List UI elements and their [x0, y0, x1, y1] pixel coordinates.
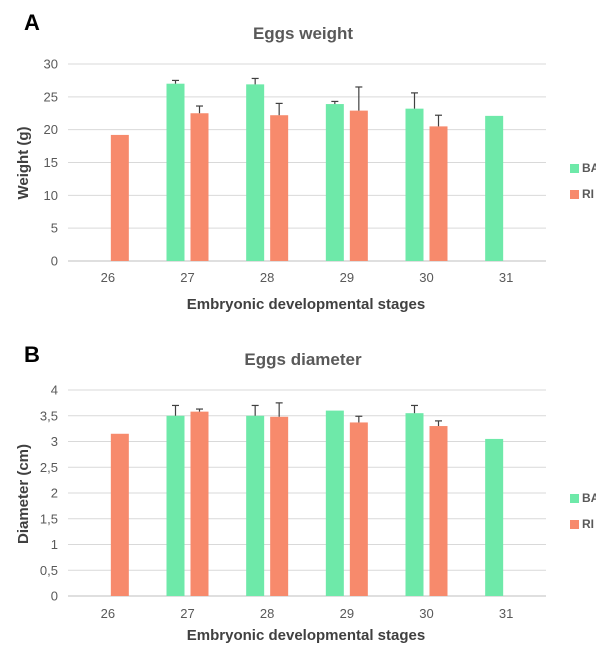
y-tick-label: 20 — [44, 122, 58, 137]
x-tick-label: 27 — [180, 270, 194, 285]
bar-ri — [349, 110, 368, 261]
bar-ri — [349, 422, 368, 596]
y-tick-label: 3 — [51, 434, 58, 449]
x-tick-label: 30 — [419, 270, 433, 285]
chart-panel-b: B Eggs diameter Diameter (cm) Embryonic … — [15, 342, 596, 644]
y-tick-label: 0,5 — [40, 563, 58, 578]
bars — [110, 402, 504, 596]
legend-label: BA — [582, 491, 596, 505]
x-tick-label: 28 — [260, 270, 274, 285]
y-tick-label: 3,5 — [40, 408, 58, 423]
x-axis-label: Embryonic developmental stages — [187, 627, 425, 644]
bar-ba — [405, 413, 424, 596]
y-tick-label: 25 — [44, 89, 58, 104]
bar-ba — [166, 415, 185, 596]
bar-ri — [110, 433, 129, 596]
bar-ri — [270, 416, 289, 596]
bar-ba — [325, 410, 344, 596]
y-axis-label: Diameter (cm) — [15, 444, 32, 544]
y-tick-label: 4 — [51, 383, 58, 398]
bar-ba — [166, 83, 185, 261]
bar-ri — [429, 426, 448, 596]
x-tick-label: 29 — [340, 270, 354, 285]
panel-letter: B — [24, 342, 40, 367]
legend-swatch — [570, 520, 579, 529]
legend: BA RI — [570, 491, 596, 531]
y-tick-label: 2,5 — [40, 460, 58, 475]
legend-label: BA — [582, 161, 596, 175]
legend-label: RI — [582, 187, 594, 201]
y-tick-label: 15 — [44, 155, 58, 170]
x-tick-label: 31 — [499, 270, 513, 285]
bars — [110, 77, 504, 262]
bar-ri — [190, 113, 209, 261]
y-tick-label: 5 — [51, 221, 58, 236]
x-tick-label: 29 — [340, 606, 354, 621]
y-tick-label: 0 — [51, 589, 58, 604]
y-tick-label: 30 — [44, 57, 58, 72]
x-tick-label: 27 — [180, 606, 194, 621]
y-ticks: 0 5 10 15 20 25 30 — [44, 57, 58, 269]
y-tick-label: 0 — [51, 254, 58, 269]
x-ticks: 26 27 28 29 30 31 — [101, 270, 514, 285]
legend-swatch — [570, 494, 579, 503]
x-axis-label: Embryonic developmental stages — [187, 296, 425, 313]
y-ticks: 0 0,5 1 1,5 2 2,5 3 3,5 4 — [40, 383, 58, 604]
x-tick-label: 31 — [499, 606, 513, 621]
bar-ri — [110, 134, 129, 261]
y-tick-label: 10 — [44, 188, 58, 203]
x-ticks: 26 27 28 29 30 31 — [101, 606, 514, 621]
gridlines — [68, 389, 546, 597]
chart-title: Eggs weight — [253, 24, 353, 43]
bar-ba — [485, 115, 504, 261]
y-tick-label: 1,5 — [40, 511, 58, 526]
legend-label: RI — [582, 517, 594, 531]
bar-ba — [405, 108, 424, 261]
bar-ba — [246, 84, 265, 262]
x-tick-label: 26 — [101, 270, 115, 285]
x-tick-label: 28 — [260, 606, 274, 621]
legend-swatch — [570, 190, 579, 199]
bar-ba — [246, 415, 265, 596]
x-tick-label: 30 — [419, 606, 433, 621]
bar-ba — [485, 438, 504, 596]
legend: BA RI — [570, 161, 596, 201]
y-axis-label: Weight (g) — [15, 126, 32, 199]
x-tick-label: 26 — [101, 606, 115, 621]
bar-ri — [429, 126, 448, 261]
y-tick-label: 1 — [51, 537, 58, 552]
bar-ri — [190, 411, 209, 596]
chart-panel-a: A Eggs weight Weight (g) Embryonic devel… — [15, 10, 596, 313]
legend-swatch — [570, 164, 579, 173]
bar-ba — [325, 104, 344, 261]
chart-title: Eggs diameter — [244, 350, 362, 369]
bar-ri — [270, 115, 289, 261]
gridlines — [68, 63, 546, 262]
y-tick-label: 2 — [51, 486, 58, 501]
panel-letter: A — [24, 10, 40, 35]
